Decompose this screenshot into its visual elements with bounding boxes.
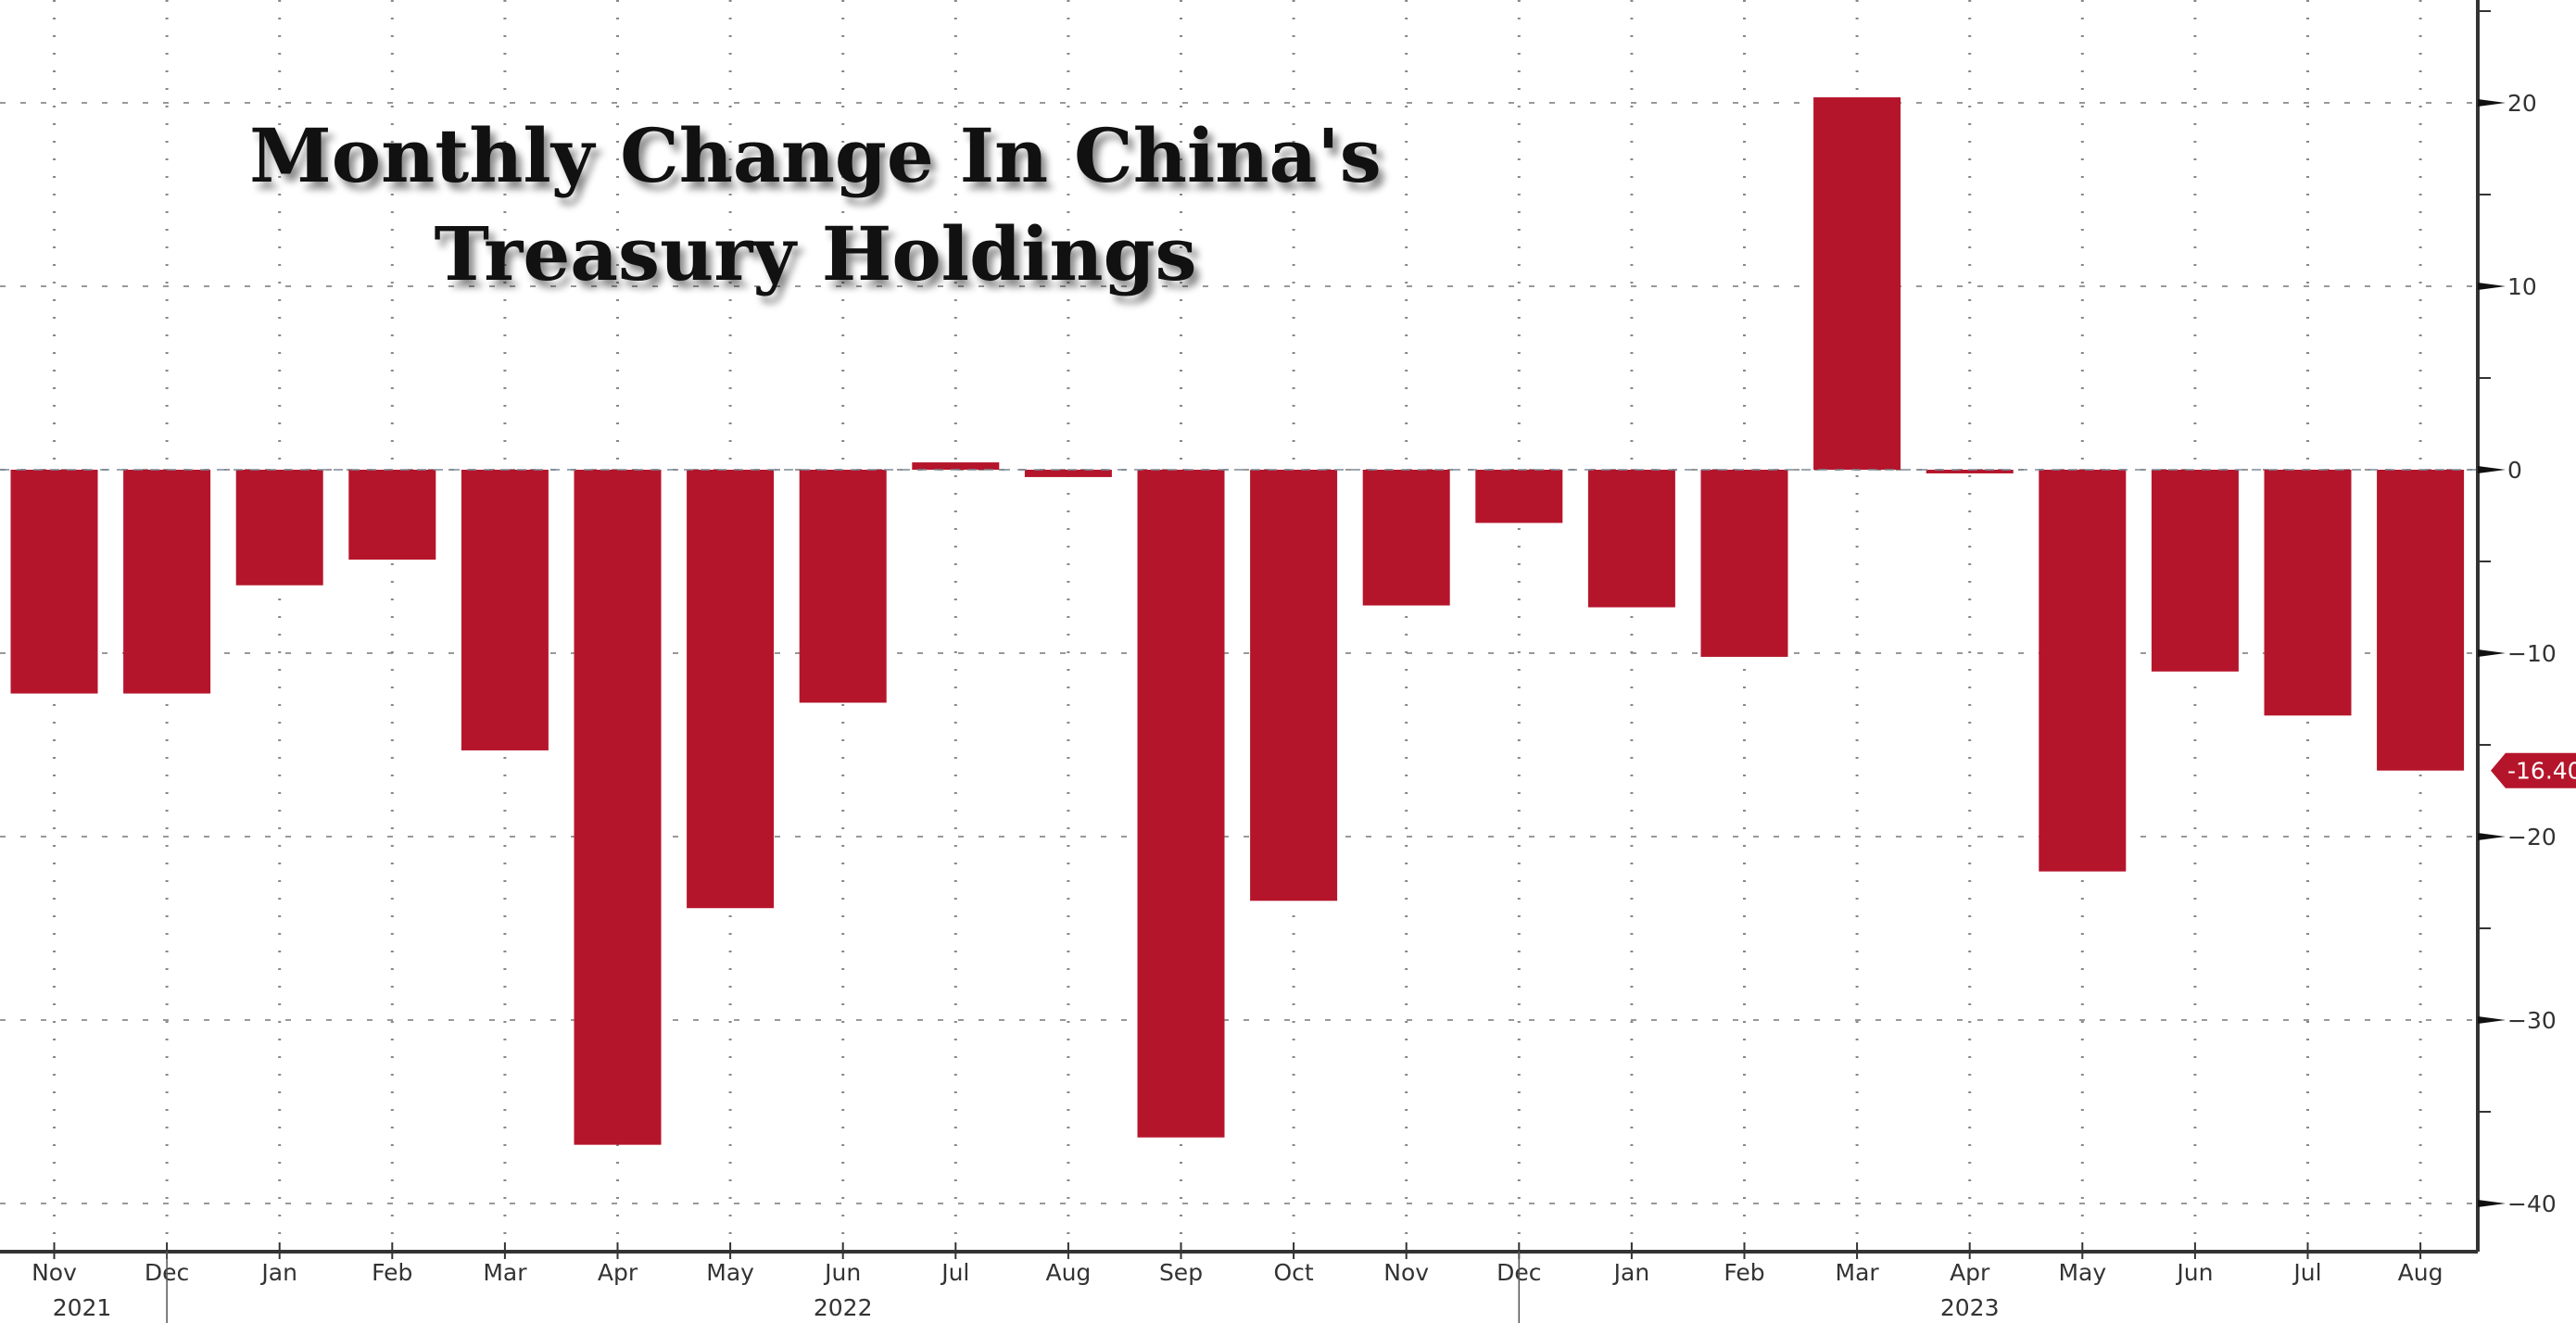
bar-may (2039, 470, 2127, 872)
y-tick-mark (2478, 466, 2506, 473)
y-tick-label: −40 (2507, 1191, 2557, 1217)
year-label: 2021 (53, 1294, 112, 1321)
x-tick-label: Apr (1950, 1259, 1990, 1286)
x-tick-label: Feb (372, 1259, 412, 1286)
x-tick-label: Sep (1159, 1259, 1203, 1286)
x-tick-label: Jun (823, 1259, 861, 1286)
y-tick-label: 10 (2507, 273, 2537, 300)
bar-jan (1587, 470, 1675, 608)
x-tick-label: Aug (1045, 1259, 1091, 1286)
year-label: 2023 (1940, 1294, 2000, 1321)
bar-mar (1813, 97, 1901, 470)
bar-nov (1362, 470, 1450, 606)
x-tick-label: Feb (1724, 1259, 1764, 1286)
y-tick-label: 20 (2507, 90, 2537, 117)
y-tick-mark (2478, 283, 2506, 290)
x-tick-label: Jun (2175, 1259, 2213, 1286)
title-line-2: Treasury Holdings (434, 210, 1197, 297)
x-tick-label: Jan (1612, 1259, 1650, 1286)
y-tick-label: −10 (2507, 640, 2557, 667)
bar-jun (799, 470, 887, 703)
bar-feb (1700, 470, 1788, 657)
bar-jul (912, 462, 1000, 470)
x-tick-label: Nov (1383, 1259, 1429, 1286)
y-tick-mark (2478, 649, 2506, 657)
y-tick-mark (2478, 1200, 2506, 1207)
bar-mar (461, 470, 549, 750)
bar-may (687, 470, 775, 909)
bar-aug (2377, 470, 2465, 771)
bar-dec (123, 470, 211, 694)
x-tick-label: Jul (940, 1259, 969, 1286)
y-tick-mark (2478, 99, 2506, 107)
x-tick-label: Apr (598, 1259, 638, 1286)
y-tick-label: −30 (2507, 1007, 2557, 1034)
year-label: 2022 (814, 1294, 873, 1321)
x-tick-label: May (2058, 1259, 2106, 1286)
bar-apr (574, 470, 662, 1145)
bar-oct (1250, 470, 1338, 901)
x-tick-label: Aug (2398, 1259, 2443, 1286)
chart-title: Monthly Change In China's Treasury Holdi… (185, 107, 1446, 303)
y-tick-mark (2478, 833, 2506, 840)
title-line-1: Monthly Change In China's (249, 112, 1382, 199)
y-tick-label: 0 (2507, 457, 2522, 484)
bar-dec (1475, 470, 1563, 523)
bar-sep (1137, 470, 1225, 1138)
x-tick-label: Jul (2292, 1259, 2321, 1286)
x-tick-label: Mar (483, 1259, 527, 1286)
bar-apr (1926, 470, 2014, 473)
x-tick-label: Jan (259, 1259, 297, 1286)
last-value-label: -16.40 (2507, 758, 2576, 785)
x-tick-label: Oct (1273, 1259, 1313, 1286)
bar-jan (235, 470, 323, 586)
x-tick-label: Mar (1836, 1259, 1880, 1286)
bar-feb (348, 470, 436, 561)
last-value-tag (2491, 752, 2576, 788)
bar-nov (10, 470, 98, 694)
bar-jul (2264, 470, 2352, 716)
bar-aug (1024, 470, 1112, 477)
y-tick-label: −20 (2507, 824, 2557, 850)
bar-jun (2151, 470, 2239, 672)
y-tick-mark (2478, 1016, 2506, 1024)
x-tick-label: Nov (32, 1259, 77, 1286)
x-tick-label: May (706, 1259, 754, 1286)
